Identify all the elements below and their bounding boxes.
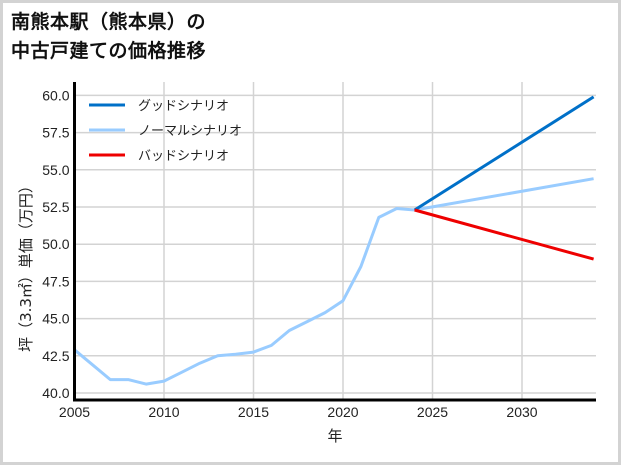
y-tick-label: 50.0 bbox=[42, 236, 69, 252]
series-line bbox=[73, 177, 594, 386]
series-line bbox=[413, 95, 595, 212]
y-axis-label: 坪（3.3㎡）単価（万円） bbox=[17, 178, 35, 352]
x-tick-label: 2020 bbox=[327, 404, 358, 420]
y-tick-label: 47.5 bbox=[42, 273, 69, 289]
series-line bbox=[414, 208, 594, 261]
y-tick-label: 45.0 bbox=[42, 311, 69, 327]
y-tick-label: 42.5 bbox=[42, 348, 69, 364]
x-tick-label: 2025 bbox=[417, 404, 448, 420]
chart-title: 南熊本駅（熊本県）の 中古戸建ての価格推移 bbox=[11, 8, 206, 66]
chart-title-line2: 中古戸建ての価格推移 bbox=[11, 40, 207, 62]
data-series bbox=[73, 95, 595, 386]
y-tick-label: 57.5 bbox=[42, 125, 69, 141]
legend-label: バッドシナリオ bbox=[138, 149, 229, 164]
x-tick-label: 2015 bbox=[238, 404, 269, 420]
y-tick-label: 52.5 bbox=[42, 199, 69, 215]
legend-label: グッドシナリオ bbox=[138, 99, 229, 114]
x-tick-label: 2030 bbox=[506, 404, 537, 420]
chart-title-line1: 南熊本駅（熊本県）の bbox=[11, 11, 207, 33]
legend-label: ノーマルシナリオ bbox=[138, 124, 242, 139]
x-tick-label: 2010 bbox=[148, 404, 179, 420]
axes bbox=[73, 82, 596, 402]
x-axis-label: 年 bbox=[327, 427, 342, 445]
y-tick-label: 40.0 bbox=[42, 385, 69, 401]
y-tick-label: 55.0 bbox=[42, 162, 69, 178]
x-tick-label: 2005 bbox=[59, 404, 90, 420]
tick-labels: 40.0 42.5 45.0 47.5 50.0 52.5 55.0 57.5 60.0 2005… bbox=[42, 87, 538, 420]
y-tick-label: 60.0 bbox=[42, 87, 69, 103]
